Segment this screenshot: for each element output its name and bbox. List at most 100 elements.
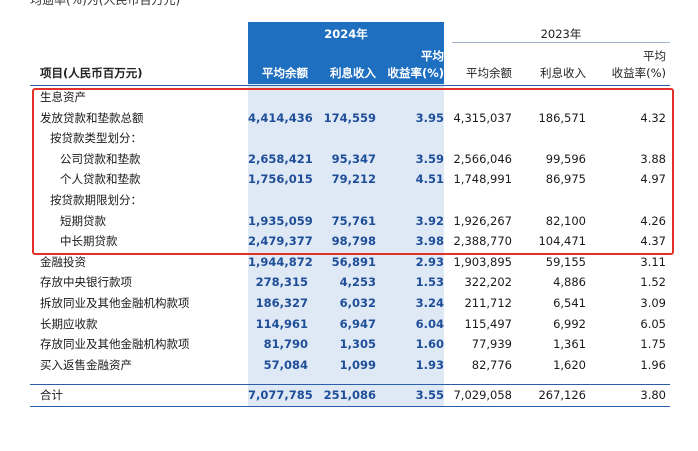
cell-avg-balance-2023: 1,903,895 xyxy=(453,254,512,269)
cell-avg-yield-2024: 1.60 xyxy=(415,337,444,352)
cell-avg-yield-2024: 3.59 xyxy=(415,151,444,166)
cell-interest-income-2023: 1,361 xyxy=(553,337,586,352)
cell-interest-income-2024: 6,032 xyxy=(339,296,376,310)
header-rule xyxy=(30,85,670,86)
cell-interest-income-2023: 186,571 xyxy=(538,110,586,125)
cell-avg-balance-2024: 57,084 xyxy=(263,357,308,372)
cell-avg-balance-2023: 4,315,037 xyxy=(453,110,512,125)
total-interest-income-2023: 267,126 xyxy=(538,388,586,402)
header-highlight-2024 xyxy=(248,22,444,84)
row-label: 按贷款类型划分： xyxy=(50,131,142,146)
cell-avg-yield-2024: 3.24 xyxy=(415,296,444,310)
cell-interest-income-2024: 1,099 xyxy=(339,357,376,372)
row-label: 拆放同业及其他金融机构款项 xyxy=(40,296,190,310)
avg-yield-header-2023-line1: 平均 xyxy=(643,49,666,63)
cell-interest-income-2024: 56,891 xyxy=(331,254,376,269)
cell-avg-yield-2023: 1.96 xyxy=(640,357,666,372)
cell-avg-yield-2023: 4.26 xyxy=(640,213,666,228)
total-avg-balance-2023: 7,029,058 xyxy=(453,388,512,402)
total-interest-income-2024: 251,086 xyxy=(323,388,376,402)
cell-avg-balance-2024: 2,658,421 xyxy=(248,151,313,166)
cell-interest-income-2023: 104,471 xyxy=(538,234,586,249)
cell-interest-income-2024: 95,347 xyxy=(331,151,376,166)
cell-interest-income-2023: 86,975 xyxy=(545,172,586,187)
cell-interest-income-2024: 75,761 xyxy=(331,213,376,228)
cell-avg-balance-2024: 278,315 xyxy=(255,275,308,290)
cell-avg-balance-2024: 81,790 xyxy=(263,337,308,352)
cell-avg-yield-2023: 3.88 xyxy=(640,151,666,166)
cell-avg-balance-2023: 1,748,991 xyxy=(453,172,512,187)
cell-avg-balance-2024: 4,414,436 xyxy=(248,110,313,125)
total-top-rule xyxy=(30,384,670,385)
cell-avg-yield-2024: 4.51 xyxy=(415,172,444,187)
year-2024-header: 2024年 xyxy=(324,27,368,41)
cell-avg-yield-2024: 6.04 xyxy=(415,316,444,331)
avg-balance-header-2024: 平均余额 xyxy=(262,66,308,80)
cell-avg-yield-2023: 1.75 xyxy=(640,337,666,352)
row-label: 存放中央银行款项 xyxy=(40,275,132,290)
cell-interest-income-2023: 1,620 xyxy=(553,357,586,372)
cell-interest-income-2023: 59,155 xyxy=(545,254,586,269)
section-label: 生息资产 xyxy=(40,90,86,104)
total-label: 合计 xyxy=(40,388,63,402)
year-2023-header: 2023年 xyxy=(540,27,582,41)
total-bottom-rule xyxy=(30,406,670,407)
cell-avg-balance-2023: 211,712 xyxy=(464,296,512,310)
cell-avg-balance-2024: 2,479,377 xyxy=(248,234,313,249)
interest-income-header-2023: 利息收入 xyxy=(540,66,586,80)
cropped-top-text: 均逾率(%)为(人民币百万元) xyxy=(30,0,181,7)
cell-interest-income-2023: 82,100 xyxy=(545,213,586,228)
cell-avg-balance-2023: 322,202 xyxy=(464,275,512,290)
cell-avg-balance-2024: 1,935,059 xyxy=(248,213,313,228)
total-avg-balance-2024: 7,077,785 xyxy=(248,388,313,402)
cell-interest-income-2024: 4,253 xyxy=(339,275,376,290)
cell-avg-balance-2024: 114,961 xyxy=(255,316,308,331)
cell-avg-yield-2023: 1.52 xyxy=(640,275,666,290)
row-label: 个人贷款和垫款 xyxy=(60,172,141,187)
cell-avg-yield-2023: 4.32 xyxy=(640,110,666,125)
row-label: 存放同业及其他金融机构款项 xyxy=(40,337,190,352)
cell-avg-yield-2024: 3.92 xyxy=(415,213,444,228)
cell-avg-balance-2023: 2,566,046 xyxy=(453,151,512,166)
cell-interest-income-2024: 6,947 xyxy=(339,316,376,331)
cell-interest-income-2024: 1,305 xyxy=(339,337,376,352)
total-avg-yield-2024: 3.55 xyxy=(415,388,444,402)
row-label: 长期应收款 xyxy=(40,316,98,331)
cell-avg-balance-2023: 82,776 xyxy=(471,357,512,372)
cell-interest-income-2023: 6,541 xyxy=(553,296,586,310)
cell-avg-yield-2024: 3.98 xyxy=(415,234,444,249)
row-label: 发放贷款和垫款总额 xyxy=(40,110,144,125)
avg-yield-header-2024-line1: 平均 xyxy=(421,49,444,63)
cell-avg-yield-2024: 3.95 xyxy=(415,110,444,125)
cell-avg-yield-2024: 2.93 xyxy=(415,254,444,269)
row-label: 买入返售金融资产 xyxy=(40,357,132,372)
cell-avg-yield-2023: 4.37 xyxy=(640,234,666,249)
cell-avg-yield-2023: 6.05 xyxy=(640,316,666,331)
avg-yield-header-2024-line2: 收益率(%) xyxy=(387,66,444,80)
row-label: 公司贷款和垫款 xyxy=(60,151,141,166)
cell-avg-balance-2023: 1,926,267 xyxy=(453,213,512,228)
cell-avg-balance-2024: 1,756,015 xyxy=(248,172,313,187)
cell-interest-income-2024: 98,798 xyxy=(331,234,376,249)
cell-avg-yield-2023: 4.97 xyxy=(640,172,666,187)
highlight-box-interest-earning-loans xyxy=(32,88,674,255)
cell-interest-income-2024: 174,559 xyxy=(323,110,376,125)
avg-yield-header-2023-line2: 收益率(%) xyxy=(611,66,666,80)
item-column-header: 项目(人民币百万元) xyxy=(40,66,143,80)
column-highlight-2024 xyxy=(248,22,444,407)
cell-avg-balance-2023: 2,388,770 xyxy=(453,234,512,249)
interest-income-header-2024: 利息收入 xyxy=(330,66,376,80)
row-label: 中长期贷款 xyxy=(60,234,118,249)
cell-avg-balance-2024: 1,944,872 xyxy=(248,254,313,269)
cell-avg-balance-2023: 115,497 xyxy=(464,316,512,331)
cell-avg-yield-2024: 1.53 xyxy=(415,275,444,290)
row-label: 短期贷款 xyxy=(60,213,106,228)
cell-interest-income-2023: 6,992 xyxy=(553,316,586,331)
cell-interest-income-2023: 99,596 xyxy=(545,151,586,166)
cell-avg-balance-2024: 186,327 xyxy=(255,296,308,310)
cell-interest-income-2023: 4,886 xyxy=(553,275,586,290)
cell-avg-yield-2023: 3.09 xyxy=(640,296,666,310)
avg-balance-header-2023: 平均余额 xyxy=(466,66,512,80)
row-label: 金融投资 xyxy=(40,254,86,269)
cell-avg-yield-2024: 1.93 xyxy=(415,357,444,372)
